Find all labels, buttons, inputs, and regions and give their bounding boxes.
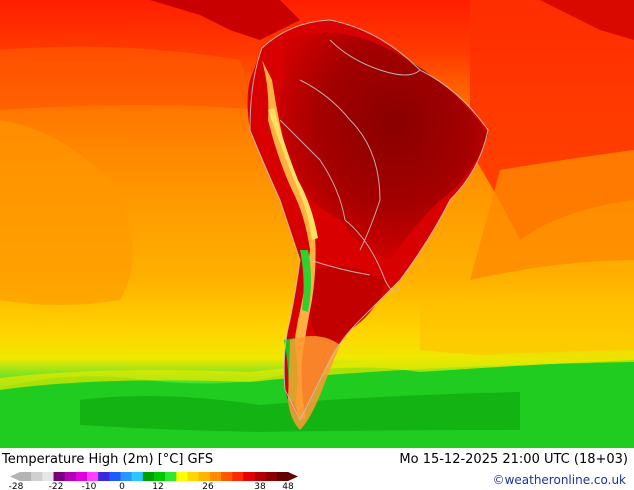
- country-borders: [249, 19, 489, 421]
- scale-swatch: [109, 472, 121, 481]
- scale-swatch: [20, 472, 32, 481]
- atlantic-orange: [470, 150, 634, 280]
- scale-tick-label: 26: [202, 482, 214, 490]
- andes-strip: [262, 60, 316, 420]
- scale-swatch: [53, 472, 65, 481]
- scale-swatch: [265, 472, 278, 481]
- map-title: Temperature High (2m) [°C] GFS: [2, 452, 214, 467]
- scale-swatch: [98, 472, 110, 481]
- valid-datetime: Mo 15-12-2025 21:00 UTC (18+03): [399, 452, 628, 467]
- scale-swatch: [131, 472, 144, 481]
- color-scale-ticks: -28 -22 -10 0 12 26 38 48: [9, 482, 294, 490]
- central-america-land: [150, 0, 300, 40]
- scale-swatch: [176, 472, 188, 481]
- scale-swatch: [31, 472, 43, 481]
- scale-swatch: [232, 472, 244, 481]
- temperature-map: [0, 0, 634, 448]
- scale-swatch: [42, 472, 54, 481]
- scale-swatch: [254, 472, 266, 481]
- scale-swatch: [154, 472, 166, 481]
- scale-swatch: [87, 472, 99, 481]
- scale-tick-label: 48: [282, 482, 294, 490]
- scale-arrow-left: [10, 472, 20, 481]
- scale-swatch: [198, 472, 211, 481]
- patagonia-land: [288, 336, 340, 430]
- credit-link[interactable]: ©weatheronline.co.uk: [492, 473, 626, 487]
- scale-tick-label: 38: [254, 482, 266, 490]
- chile-green: [300, 250, 311, 312]
- scale-swatch: [75, 472, 88, 481]
- scale-tick-label: 0: [119, 482, 125, 490]
- scale-tick-label: 12: [152, 482, 163, 490]
- pacific-warm-band: [0, 46, 260, 110]
- scale-swatch: [165, 472, 177, 481]
- pacific-cool-patch: [0, 120, 133, 305]
- scale-swatch: [209, 472, 222, 481]
- color-scale-bar: [10, 472, 298, 481]
- scale-swatch: [142, 472, 155, 481]
- scale-tick-label: -22: [49, 482, 64, 490]
- scale-swatch: [64, 472, 77, 481]
- brazil-hot-core: [279, 32, 488, 261]
- scale-swatch: [120, 472, 132, 481]
- argentina-hot: [307, 266, 385, 344]
- scale-swatch: [243, 472, 255, 481]
- atlantic-cool-patch: [420, 295, 634, 360]
- scale-tick-label: -28: [9, 482, 24, 490]
- andes-yellow: [268, 108, 318, 240]
- color-scale-legend: -28 -22 -10 0 12 26 38 48: [9, 472, 298, 490]
- scale-swatch: [187, 472, 199, 481]
- scale-arrow-right: [288, 472, 298, 481]
- map-footer: Temperature High (2m) [°C] GFS Mo 15-12-…: [0, 448, 634, 490]
- scale-tick-label: -10: [82, 482, 97, 490]
- scale-swatch: [221, 472, 233, 481]
- scale-swatch: [276, 472, 289, 481]
- caribbean-islands: [540, 0, 634, 40]
